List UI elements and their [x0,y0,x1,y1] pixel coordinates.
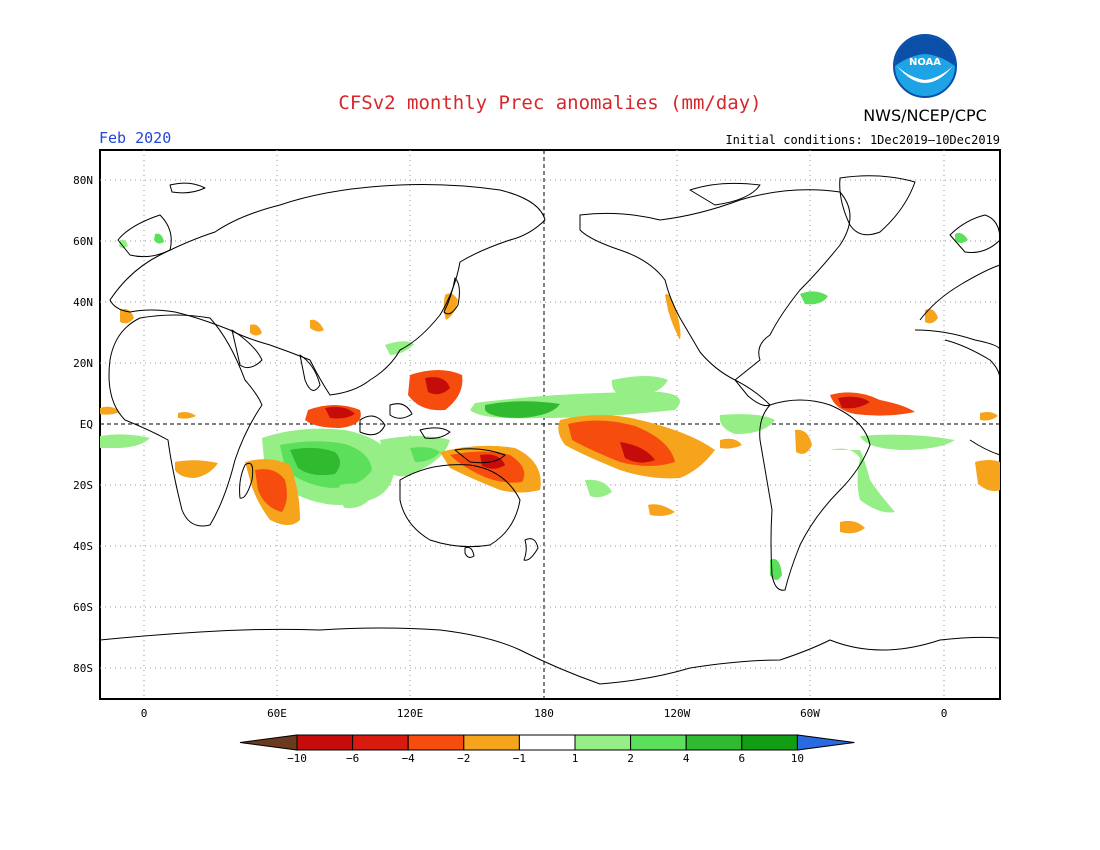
coastlines [99,175,1001,685]
lon-tick: 0 [941,707,948,720]
colorbar-label: 6 [738,752,745,765]
noaa-logo-text: NOAA [909,57,941,68]
map-title: CFSv2 monthly Prec anomalies (mm/day) [338,92,761,114]
lat-tick: 60S [73,601,93,614]
lat-tick: 40S [73,540,93,553]
colorbar-arrow-high [796,734,855,751]
lon-tick: 60E [267,707,287,720]
agency-label: NWS/NCEP/CPC [863,106,987,125]
colorbar-arrow-low [239,734,298,751]
lon-tick: 120W [664,707,691,720]
lat-tick: 40N [73,296,93,309]
colorbar-label: −2 [457,752,470,765]
wet-anomaly-shading [100,232,968,580]
colorbar-label: 2 [627,752,634,765]
colorbar-label: 4 [683,752,690,765]
lon-tick: 0 [141,707,148,720]
lon-tick: 60W [800,707,820,720]
colorbar-swatch [296,734,354,751]
map-panel [99,149,1001,700]
lon-tick: 180 [534,707,554,720]
colorbar-label: −1 [513,752,526,765]
lat-tick: EQ [80,418,93,431]
lon-tick: 120E [397,707,424,720]
colorbar-label: −10 [287,752,307,765]
dry-anomaly-shading [100,293,1000,534]
colorbar-swatch [630,734,687,751]
lon-axis: 0 60E 120E 180 120W 60W 0 [141,707,948,720]
initial-conditions-label: Initial conditions: 1Dec2019–10Dec2019 [725,133,1000,147]
colorbar-swatch [518,734,576,751]
lat-axis: 80N 60N 40N 20N EQ 20S 40S 60S 80S [73,174,93,675]
colorbar-swatch [463,734,520,751]
colorbar-swatch [574,734,632,751]
lat-tick: 80S [73,662,93,675]
gridlines [100,150,1000,699]
colorbar-swatch [407,734,465,751]
colorbar-label: −4 [402,752,416,765]
lat-tick: 80N [73,174,93,187]
colorbar-swatch [685,734,743,751]
lat-tick: 20S [73,479,93,492]
colorbar: −10 −6 −4 −2 −1 1 2 4 6 10 [239,734,855,765]
colorbar-swatch [741,734,798,751]
colorbar-label: 10 [791,752,804,765]
noaa-logo: NOAA [893,34,957,98]
lat-tick: 20N [73,357,93,370]
colorbar-label: −6 [346,752,359,765]
valid-month-label: Feb 2020 [99,129,171,147]
colorbar-swatch [352,734,409,751]
colorbar-label: 1 [572,752,579,765]
lat-tick: 60N [73,235,93,248]
